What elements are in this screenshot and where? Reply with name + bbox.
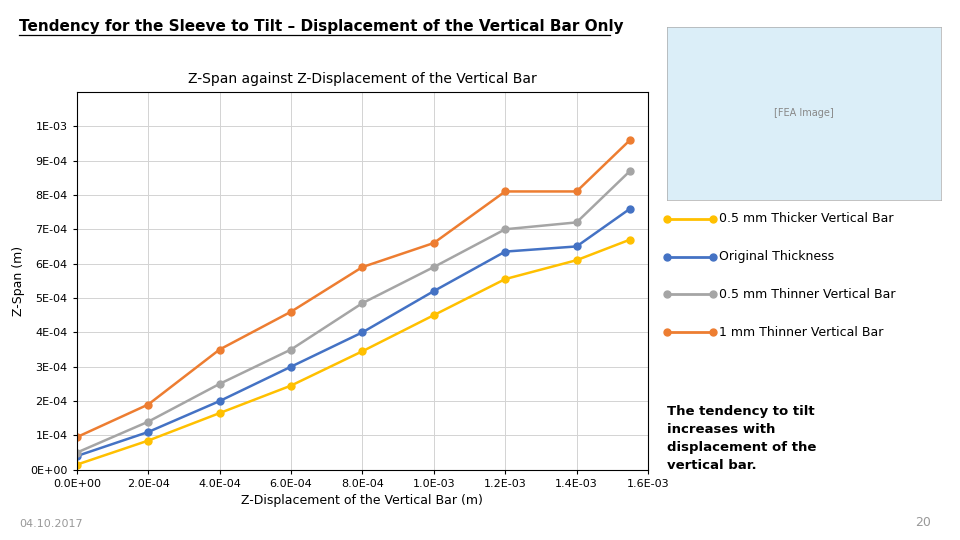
1 mm Thinner Vertical Bar <box>428 240 440 246</box>
0.5 mm Thicker Vertical Bar <box>571 257 583 264</box>
0.5 mm Thinner Vertical Bar <box>214 381 226 387</box>
1 mm Thinner Vertical Bar <box>571 188 583 195</box>
1 mm Thinner Vertical Bar <box>214 346 226 353</box>
0.5 mm Thinner Vertical Bar <box>428 264 440 271</box>
Original Thickness <box>142 429 154 435</box>
1 mm Thinner Vertical Bar <box>285 308 297 315</box>
Text: 1 mm Thinner Vertical Bar: 1 mm Thinner Vertical Bar <box>719 326 883 339</box>
Original Thickness <box>214 398 226 404</box>
Original Thickness <box>71 453 83 460</box>
Text: 0.5 mm Thicker Vertical Bar: 0.5 mm Thicker Vertical Bar <box>719 212 894 225</box>
Text: [FEA Image]: [FEA Image] <box>774 109 834 118</box>
1 mm Thinner Vertical Bar <box>499 188 511 195</box>
1 mm Thinner Vertical Bar <box>142 401 154 408</box>
0.5 mm Thinner Vertical Bar <box>499 226 511 233</box>
0.5 mm Thicker Vertical Bar <box>499 276 511 282</box>
0.5 mm Thicker Vertical Bar <box>142 437 154 444</box>
0.5 mm Thicker Vertical Bar <box>71 461 83 468</box>
Original Thickness <box>428 288 440 294</box>
Original Thickness <box>624 205 636 212</box>
Original Thickness <box>571 243 583 249</box>
Line: 0.5 mm Thinner Vertical Bar: 0.5 mm Thinner Vertical Bar <box>73 167 634 456</box>
0.5 mm Thinner Vertical Bar <box>356 300 368 306</box>
0.5 mm Thicker Vertical Bar <box>428 312 440 319</box>
1 mm Thinner Vertical Bar <box>71 434 83 441</box>
Line: 0.5 mm Thicker Vertical Bar: 0.5 mm Thicker Vertical Bar <box>73 236 634 468</box>
0.5 mm Thicker Vertical Bar <box>285 382 297 389</box>
0.5 mm Thinner Vertical Bar <box>571 219 583 226</box>
Text: 04.10.2017: 04.10.2017 <box>19 519 83 529</box>
0.5 mm Thinner Vertical Bar <box>142 418 154 425</box>
Y-axis label: Z-Span (m): Z-Span (m) <box>12 246 25 316</box>
Line: 1 mm Thinner Vertical Bar: 1 mm Thinner Vertical Bar <box>73 137 634 441</box>
1 mm Thinner Vertical Bar <box>356 264 368 271</box>
1 mm Thinner Vertical Bar <box>624 137 636 143</box>
0.5 mm Thinner Vertical Bar <box>285 346 297 353</box>
0.5 mm Thicker Vertical Bar <box>624 237 636 243</box>
Original Thickness <box>285 363 297 370</box>
Title: Z-Span against Z-Displacement of the Vertical Bar: Z-Span against Z-Displacement of the Ver… <box>188 72 537 86</box>
Text: The tendency to tilt
increases with
displacement of the
vertical bar.: The tendency to tilt increases with disp… <box>667 405 817 472</box>
0.5 mm Thinner Vertical Bar <box>624 167 636 174</box>
Text: 0.5 mm Thinner Vertical Bar: 0.5 mm Thinner Vertical Bar <box>719 288 896 301</box>
Original Thickness <box>356 329 368 335</box>
0.5 mm Thinner Vertical Bar <box>71 449 83 456</box>
X-axis label: Z-Displacement of the Vertical Bar (m): Z-Displacement of the Vertical Bar (m) <box>242 495 483 508</box>
Line: Original Thickness: Original Thickness <box>73 205 634 460</box>
Text: 20: 20 <box>915 516 931 529</box>
0.5 mm Thicker Vertical Bar <box>356 348 368 354</box>
Text: Original Thickness: Original Thickness <box>719 250 834 263</box>
Original Thickness <box>499 248 511 255</box>
Text: Tendency for the Sleeve to Tilt – Displacement of the Vertical Bar Only: Tendency for the Sleeve to Tilt – Displa… <box>19 19 624 34</box>
0.5 mm Thicker Vertical Bar <box>214 410 226 416</box>
